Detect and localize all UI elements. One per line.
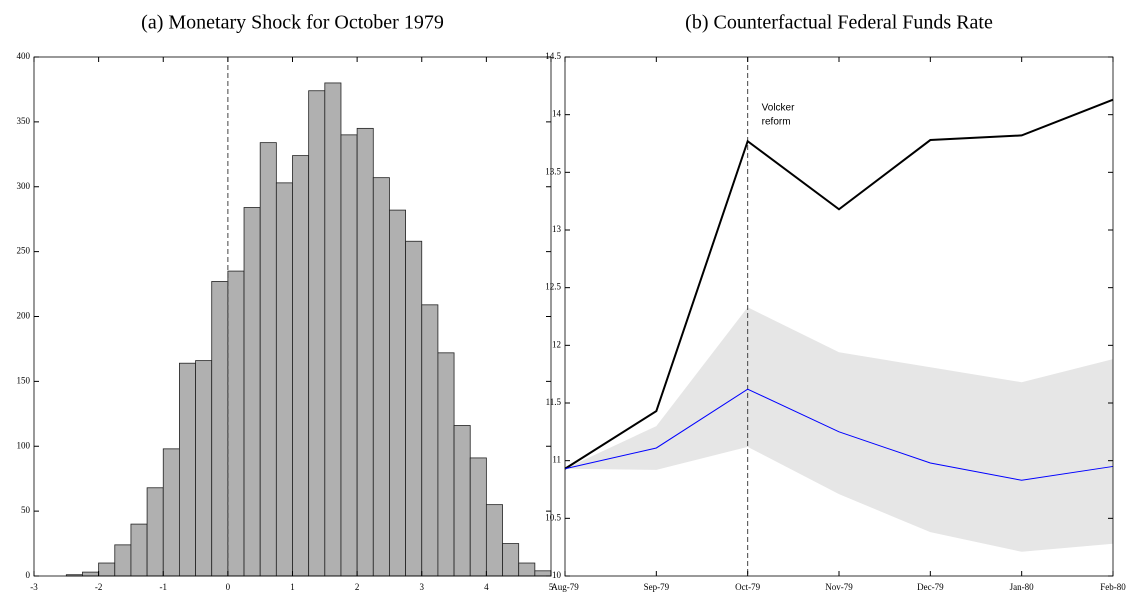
histogram-bar — [308, 90, 326, 577]
annotation: reform — [762, 117, 791, 128]
histogram-bar — [146, 487, 164, 577]
histogram-bar — [82, 571, 100, 577]
histogram-bar — [356, 127, 374, 577]
x-tick-label: Aug-79 — [551, 582, 579, 592]
y-tick-label: 14.5 — [545, 51, 561, 61]
x-tick-label: Nov-79 — [825, 582, 853, 592]
series-line — [564, 98, 1114, 470]
y-tick-label: 13.5 — [545, 166, 561, 176]
histogram-bar — [324, 82, 342, 577]
y-tick-label: 11 — [552, 455, 561, 465]
histogram-bar — [292, 155, 310, 577]
histogram-bar — [211, 281, 229, 577]
annotation: Volcker — [762, 103, 795, 114]
histogram-bar — [114, 544, 132, 577]
y-tick-label: 400 — [17, 51, 31, 61]
x-tick-label: 0 — [226, 582, 231, 592]
histogram-bar — [98, 562, 116, 577]
y-tick-label: 350 — [17, 116, 31, 126]
histogram-bar — [340, 134, 358, 577]
histogram-bar — [469, 457, 487, 577]
y-tick-label: 100 — [17, 440, 31, 450]
x-tick-label: Feb-80 — [1100, 582, 1126, 592]
y-tick-label: 12 — [552, 339, 561, 349]
x-tick-label: 5 — [549, 582, 554, 592]
histogram-bar — [179, 362, 196, 577]
x-tick-label: 1 — [290, 582, 295, 592]
histogram-bar — [405, 240, 423, 577]
confidence-band — [565, 307, 1113, 552]
series-line — [564, 388, 1114, 481]
histogram-bar — [437, 352, 455, 577]
y-tick-label: 11.5 — [546, 397, 562, 407]
histogram-bar — [275, 182, 293, 577]
y-tick-label: 200 — [17, 311, 31, 321]
y-tick-label: 10 — [552, 570, 562, 580]
y-tick-label: 300 — [17, 181, 31, 191]
histogram-bar — [453, 425, 471, 577]
x-tick-label: Dec-79 — [917, 582, 944, 592]
histogram-bar — [243, 207, 261, 577]
histogram-bar — [162, 448, 180, 577]
x-tick-label: -3 — [30, 582, 38, 592]
histogram-bar — [421, 304, 439, 577]
histogram-bar — [518, 562, 536, 577]
histogram-bar — [227, 270, 245, 577]
x-tick-label: Jan-80 — [1010, 582, 1034, 592]
y-tick-label: 14 — [552, 109, 562, 119]
histogram-bar — [259, 142, 277, 577]
x-tick-label: 2 — [355, 582, 360, 592]
x-tick-label: 4 — [484, 582, 489, 592]
histogram-bar — [485, 504, 503, 577]
histogram-bar — [389, 209, 406, 577]
y-tick-label: 13 — [552, 224, 562, 234]
y-tick-label: 12.5 — [545, 282, 561, 292]
y-tick-label: 250 — [17, 246, 31, 256]
histogram-bar — [372, 177, 390, 577]
histogram-bar — [130, 523, 148, 577]
histogram-bar — [195, 360, 213, 577]
x-tick-label: 3 — [420, 582, 425, 592]
axes-frame — [564, 56, 1114, 577]
histogram-bar — [502, 543, 520, 577]
histogram-bar — [534, 570, 552, 577]
x-tick-label: Sep-79 — [644, 582, 670, 592]
y-tick-label: 50 — [21, 505, 31, 515]
x-tick-label: -2 — [95, 582, 103, 592]
chart-title: (a) Monetary Shock for October 1979 — [141, 12, 444, 34]
x-tick-label: Oct-79 — [735, 582, 760, 592]
y-tick-label: 0 — [26, 570, 31, 580]
axes-frame — [33, 56, 552, 577]
y-tick-label: 10.5 — [545, 512, 561, 522]
y-tick-label: 150 — [17, 375, 31, 385]
chart-title: (b) Counterfactual Federal Funds Rate — [685, 12, 993, 34]
x-tick-label: -1 — [160, 582, 168, 592]
